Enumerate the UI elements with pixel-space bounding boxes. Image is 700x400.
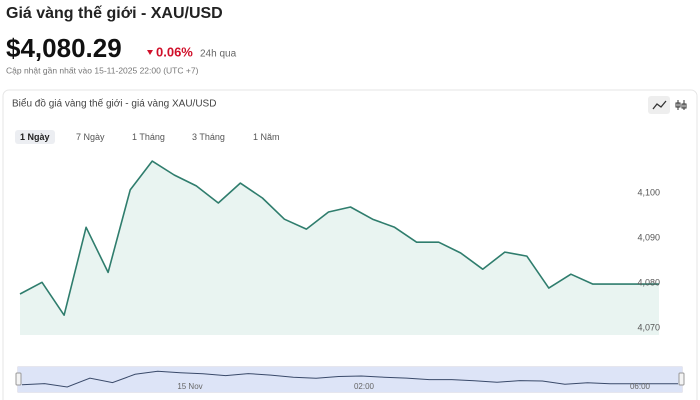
navigator-handle[interactable] (678, 372, 685, 386)
change-period: 24h qua (200, 49, 237, 60)
price-change: 0.06% (156, 44, 193, 59)
y-tick-label: 4,100 (637, 187, 660, 197)
navigator-series: 15 Nov 02:00 06:00 (21, 370, 678, 391)
update-time: Cập nhật gần nhất vào 15-11-2025 22:00 (… (6, 65, 199, 75)
plot: 4,070 4,080 4,090 4,100 (19, 160, 660, 335)
panel-title: Biểu đồ giá vàng thế giới - giá vàng XAU… (12, 98, 216, 110)
navigator-label: 02:00 (354, 382, 375, 391)
navigator-handle[interactable] (15, 372, 22, 386)
navigator-line (21, 370, 678, 388)
price-line (19, 160, 659, 316)
range-tab[interactable]: 7 Ngày (76, 132, 105, 142)
range-tab[interactable]: 1 Tháng (132, 132, 165, 142)
range-tabs: 1 Ngày 7 Ngày 1 Tháng 3 Tháng 1 Năm (15, 130, 280, 144)
y-tick-label: 4,080 (637, 278, 660, 288)
chart-panel (2, 89, 698, 400)
y-tick-label: 4,090 (637, 232, 660, 242)
navigator-label: 15 Nov (177, 382, 202, 391)
navigator-label: 06:00 (630, 382, 651, 391)
area-fill (20, 161, 659, 335)
down-arrow (147, 50, 153, 55)
tab-active-bg[interactable] (15, 130, 55, 144)
y-tick-label: 4,070 (637, 323, 660, 333)
range-tab[interactable]: 3 Tháng (192, 132, 225, 142)
candle-icon[interactable] (675, 100, 687, 110)
price: $4,080.29 (6, 33, 122, 63)
range-tab[interactable]: 1 Ngày (20, 132, 50, 142)
navigator-selection[interactable] (18, 367, 682, 392)
page-title: Giá vàng thế giới - XAU/USD (6, 5, 223, 22)
line-icon (652, 100, 667, 110)
range-tab[interactable]: 1 Năm (253, 132, 280, 142)
